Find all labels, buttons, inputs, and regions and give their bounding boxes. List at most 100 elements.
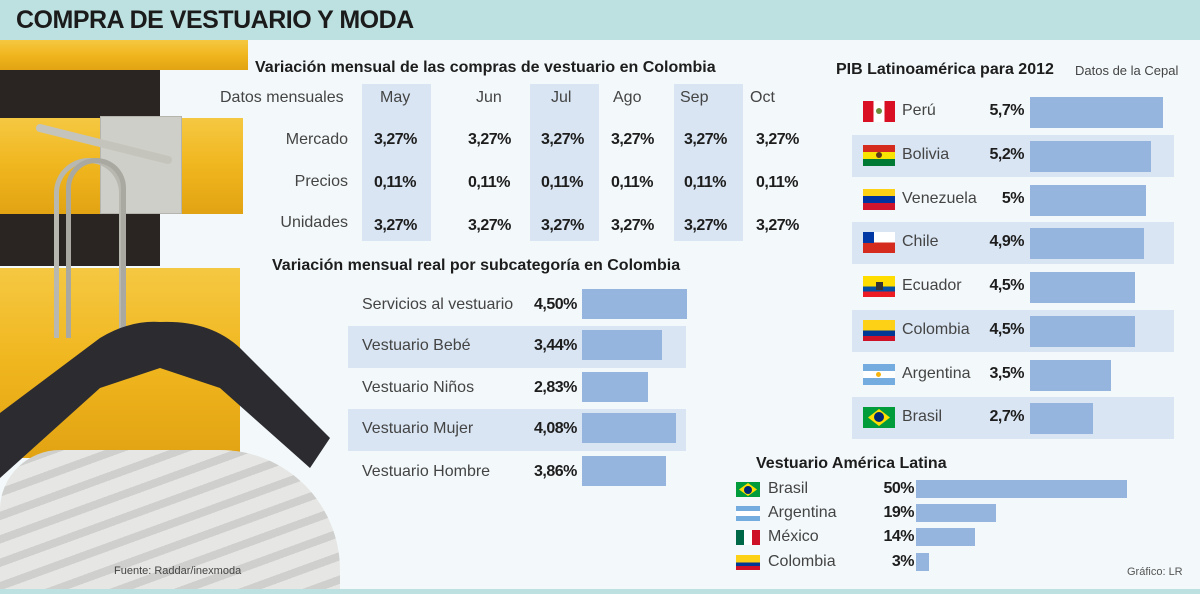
pib-country: Ecuador (902, 277, 962, 294)
pib-country: Colombia (902, 321, 970, 338)
vestuario-bar (916, 528, 975, 546)
month-header: Oct (750, 89, 775, 106)
vestuario-row: Colombia 3% (736, 551, 1156, 575)
table-cell: 3,27% (756, 131, 799, 148)
subcategory-value: 3,86% (534, 463, 577, 480)
subcategory-bar (582, 289, 687, 319)
highlight-col-sep (674, 84, 743, 241)
vestuario-row: México 14% (736, 526, 1156, 550)
table-cell: 0,11% (374, 174, 416, 191)
pib-country: Argentina (902, 365, 971, 382)
pib-value: 4,9% (989, 233, 1025, 250)
subcategory-bar (582, 372, 648, 402)
pib-country: Chile (902, 233, 939, 250)
vestuario-bar (916, 504, 996, 522)
peru-flag-icon (863, 101, 895, 122)
vestuario-al-title: Vestuario América Latina (756, 455, 947, 472)
month-header: Ago (613, 89, 642, 106)
pib-bar (1030, 141, 1151, 172)
pib-row: Argentina 3,5% (852, 354, 1174, 396)
pib-country: Bolivia (902, 146, 950, 163)
vestuario-bar (916, 553, 929, 571)
colombia-flag-icon (736, 555, 760, 570)
table-cell: 0,11% (468, 174, 510, 191)
row-label: Precios (294, 173, 348, 190)
pib-row: Ecuador 4,5% (852, 266, 1174, 308)
vestuario-value: 19% (883, 504, 914, 521)
vestuario-row: Argentina 19% (736, 502, 1156, 526)
pib-bar (1030, 97, 1163, 128)
hanger-icon (0, 321, 330, 478)
vestuario-country: México (768, 528, 819, 545)
table-cell: 3,27% (374, 217, 417, 234)
month-header: Jun (476, 89, 502, 106)
credit-note: Gráfico: LR (1127, 566, 1183, 578)
monthly-table-title: Variación mensual de las compras de vest… (255, 59, 716, 76)
subcategory-label: Vestuario Hombre (362, 463, 491, 480)
brasil-flag-icon (736, 482, 760, 497)
corner-label: Datos mensuales (220, 89, 344, 106)
page-title: COMPRA DE VESTUARIO Y MODA (16, 6, 414, 34)
header-band: COMPRA DE VESTUARIO Y MODA (0, 0, 1200, 40)
pib-row: Colombia 4,5% (852, 310, 1174, 352)
subcategory-value: 2,83% (534, 379, 577, 396)
pib-bar (1030, 272, 1135, 303)
table-cell: 0,11% (756, 174, 798, 191)
pib-row: Bolivia 5,2% (852, 135, 1174, 177)
subcategory-value: 3,44% (534, 337, 577, 354)
pib-country: Venezuela (902, 190, 977, 207)
subcategory-row: Vestuario Niños 2,83% (348, 368, 686, 410)
brasil-flag-icon (863, 407, 895, 428)
subcategory-label: Vestuario Mujer (362, 420, 474, 437)
month-header: Jul (551, 89, 572, 106)
subcategory-row: Vestuario Mujer 4,08% (348, 409, 686, 451)
pib-value: 5,2% (989, 146, 1025, 163)
pib-row: Brasil 2,7% (852, 397, 1174, 439)
subcategory-bar (582, 413, 676, 443)
vestuario-row: Brasil 50% (736, 478, 1156, 502)
pib-value: 4,5% (989, 321, 1025, 338)
pib-country: Perú (902, 102, 936, 119)
pib-value: 2,7% (989, 408, 1025, 425)
argentina-flag-icon (863, 364, 895, 385)
venezuela-flag-icon (863, 189, 895, 210)
month-header: May (380, 89, 411, 106)
pib-value: 5% (1001, 190, 1025, 207)
pib-bar (1030, 316, 1135, 347)
table-cell: 3,27% (756, 217, 799, 234)
vestuario-bar (916, 480, 1127, 498)
table-cell: 3,27% (374, 131, 417, 148)
subcategory-label: Vestuario Niños (362, 379, 475, 396)
vestuario-country: Colombia (768, 553, 836, 570)
pib-bar (1030, 403, 1093, 434)
row-label: Mercado (285, 131, 348, 148)
table-cell: 3,27% (541, 131, 584, 148)
pib-row: Perú 5,7% (852, 91, 1174, 133)
vestuario-value: 14% (883, 528, 914, 545)
pib-chart-title: PIB Latinoamérica para 2012 (836, 61, 1054, 78)
subcategory-value: 4,50% (534, 296, 577, 313)
subcategory-bar (582, 456, 666, 486)
table-cell: 3,27% (611, 131, 654, 148)
pib-row: Chile 4,9% (852, 222, 1174, 264)
highlight-col-jul (530, 84, 599, 241)
pib-value: 5,7% (989, 102, 1025, 119)
vestuario-country: Argentina (768, 504, 837, 521)
row-label: Unidades (280, 214, 348, 231)
pib-chart-subtitle: Datos de la Cepal (1075, 63, 1179, 78)
highlight-col-may (362, 84, 431, 241)
vestuario-value: 50% (883, 480, 914, 497)
subcategory-chart-title: Variación mensual real por subcategoría … (272, 257, 681, 274)
table-cell: 3,27% (611, 217, 654, 234)
subcategory-label: Servicios al vestuario (362, 296, 514, 313)
table-cell: 3,27% (468, 217, 511, 234)
chile-flag-icon (863, 232, 895, 253)
pib-bar (1030, 360, 1111, 391)
table-cell: 0,11% (684, 174, 726, 191)
pib-bar (1030, 185, 1146, 216)
pib-value: 4,5% (989, 277, 1025, 294)
mexico-flag-icon (736, 530, 760, 545)
colombia-flag-icon (863, 320, 895, 341)
shirt-image (0, 450, 340, 589)
subcategory-row: Servicios al vestuario 4,50% (348, 285, 687, 327)
